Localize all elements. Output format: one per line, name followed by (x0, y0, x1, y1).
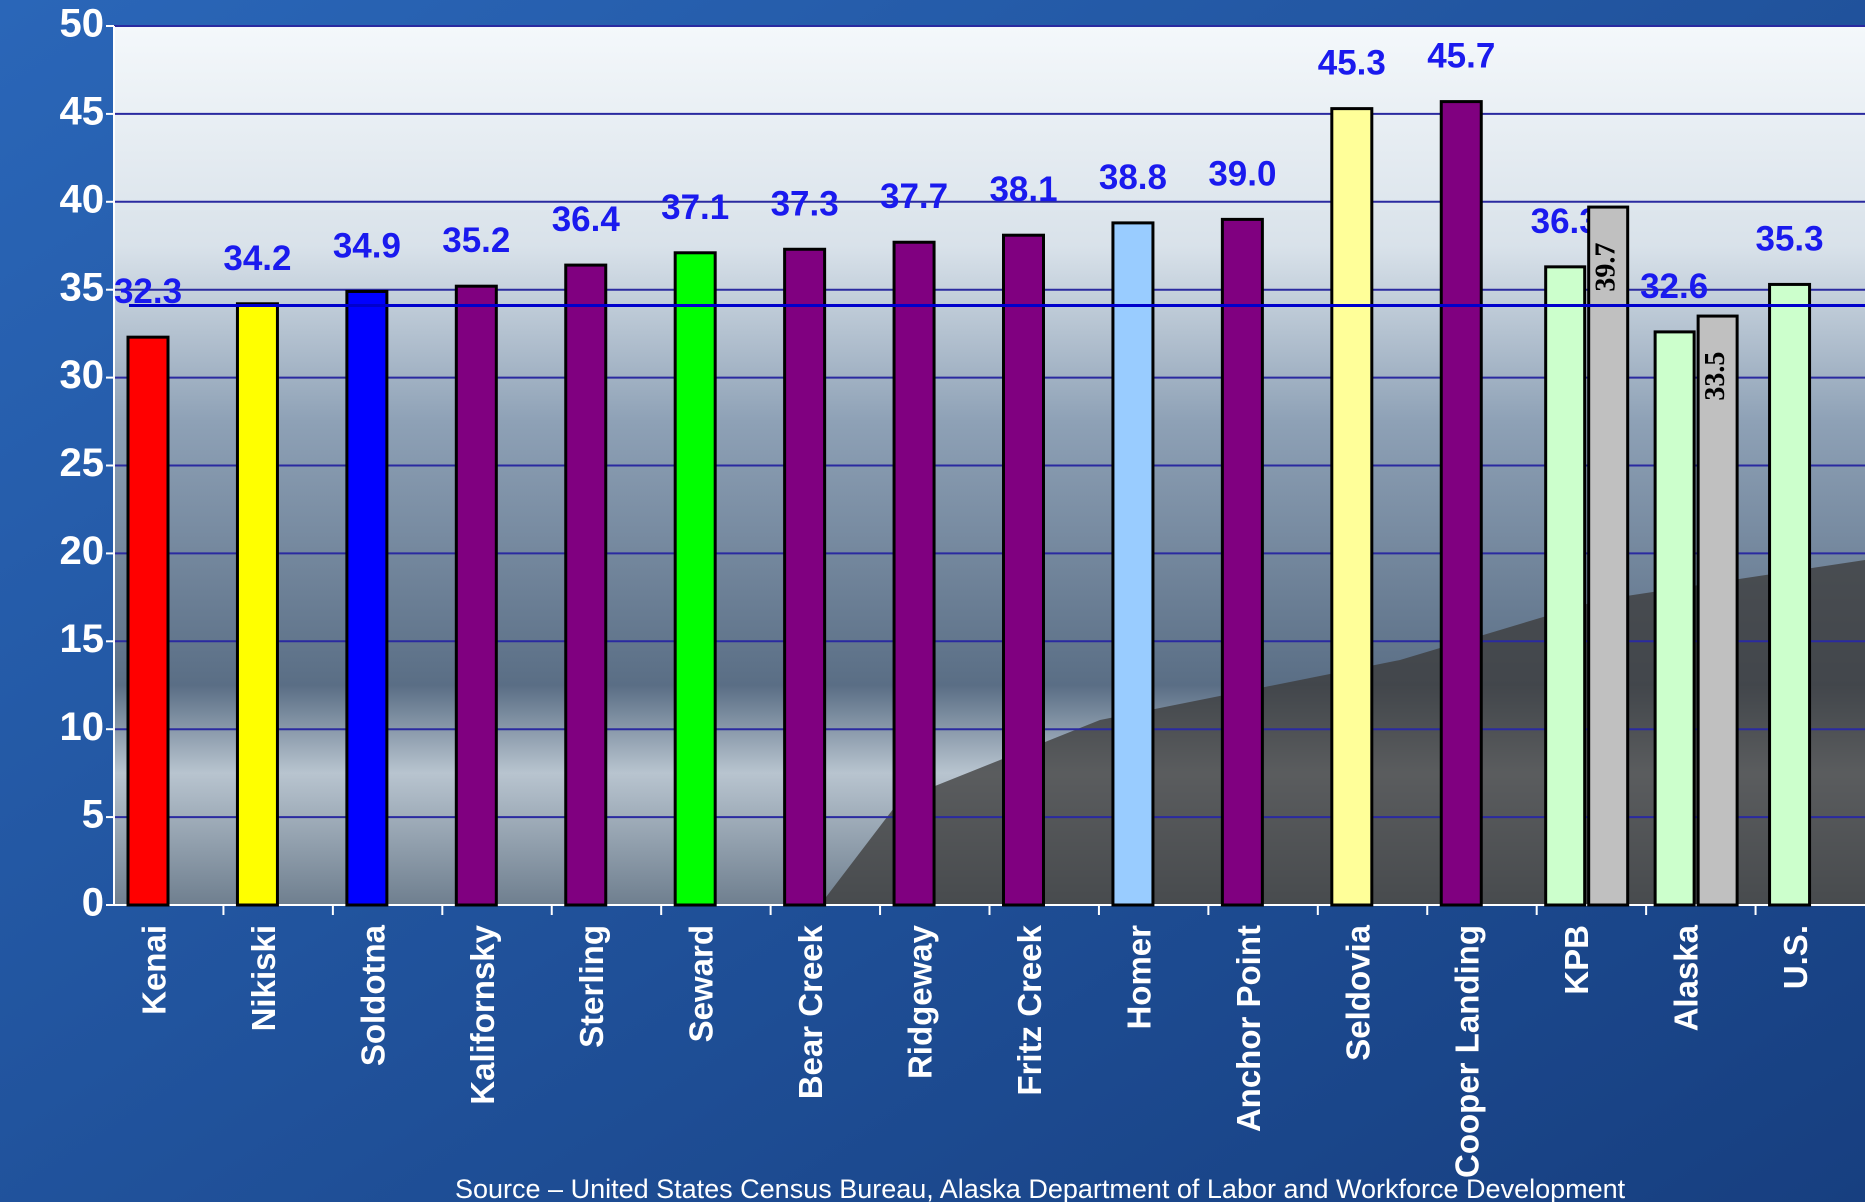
value-label: 33.5 (1700, 352, 1731, 401)
x-tick-label: Soldotna (354, 924, 391, 1066)
y-tick-label: 10 (60, 705, 105, 749)
y-tick-label: 25 (60, 441, 105, 485)
bar (673, 251, 717, 907)
x-tick-label: Anchor Point (1230, 925, 1267, 1132)
y-tick-label: 5 (82, 793, 104, 837)
y-tick-label: 20 (60, 529, 105, 573)
x-tick-label: Nikiski (245, 925, 282, 1031)
value-label: 34.2 (223, 239, 291, 278)
bar (345, 289, 389, 907)
bar (126, 335, 170, 907)
bar (1587, 205, 1630, 907)
y-tick-label: 35 (60, 265, 105, 309)
x-tick-label: Cooper Landing (1449, 925, 1486, 1178)
value-label: 37.3 (771, 184, 839, 223)
bar (1544, 265, 1587, 907)
bar (1768, 282, 1812, 907)
y-tick-label: 45 (60, 89, 105, 133)
value-label: 36.4 (552, 200, 621, 239)
bar (235, 302, 279, 907)
bar (1111, 221, 1155, 907)
x-tick-label: Seldovia (1339, 924, 1376, 1060)
value-label: 45.3 (1318, 44, 1386, 83)
bar (783, 247, 827, 907)
value-label: 37.7 (880, 177, 948, 216)
value-label: 35.2 (442, 221, 510, 260)
x-tick-label: Kenai (135, 925, 172, 1015)
bar (1220, 217, 1264, 907)
x-tick-label: Alaska (1668, 924, 1705, 1031)
value-label: 38.1 (989, 170, 1057, 209)
bar (454, 284, 498, 907)
value-label: 32.6 (1640, 267, 1708, 306)
y-tick-label: 30 (60, 353, 105, 397)
value-label: 37.1 (661, 188, 729, 227)
value-label: 34.9 (333, 226, 401, 265)
x-tick-label: Bear Creek (792, 924, 829, 1099)
bar (1653, 330, 1696, 907)
value-label: 38.8 (1099, 158, 1167, 197)
x-tick-label: Ridgeway (902, 924, 939, 1079)
x-tick-label: Sterling (573, 925, 610, 1048)
source: Source – United States Census Bureau, Al… (455, 1174, 1626, 1202)
value-label: 39.0 (1208, 154, 1276, 193)
y-tick-label: 50 (60, 2, 105, 46)
x-tick-label: Seward (683, 925, 720, 1042)
x-tick-label: Fritz Creek (1011, 924, 1048, 1095)
bar (1330, 107, 1374, 907)
y-tick-label: 15 (60, 617, 105, 661)
value-label: 45.7 (1427, 37, 1495, 76)
bar (892, 240, 936, 907)
bar (1002, 233, 1045, 907)
value-label: 35.3 (1756, 219, 1824, 258)
x-tick-label: KPB (1558, 925, 1595, 995)
y-tick-label: 0 (82, 881, 104, 925)
bar (1439, 100, 1483, 907)
x-tick-label: Homer (1120, 925, 1157, 1030)
y-tick-label: 40 (60, 177, 105, 221)
x-tick-label: U.S. (1777, 925, 1814, 989)
value-label: 39.7 (1591, 243, 1622, 292)
bar (564, 263, 608, 907)
x-tick-label: Kalifornsky (464, 924, 501, 1104)
bar (1696, 314, 1739, 907)
